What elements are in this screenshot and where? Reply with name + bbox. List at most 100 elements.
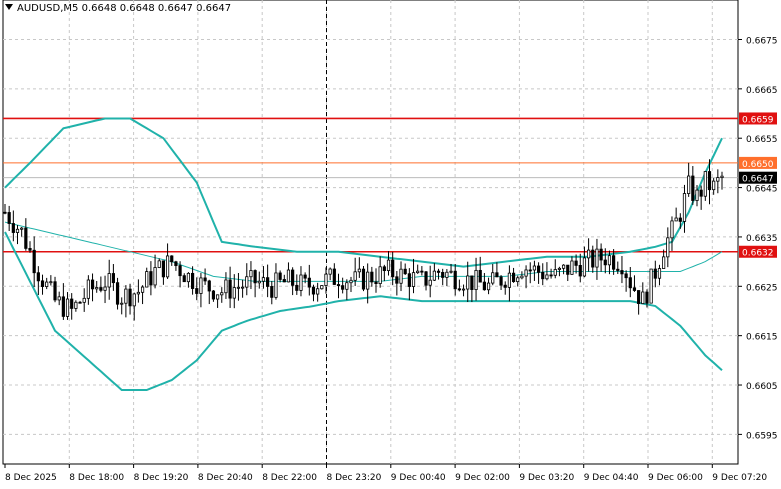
candle-body — [316, 288, 320, 295]
ohlc-label: 0.6648 0.6648 0.6647 0.6647 — [81, 3, 232, 14]
candle-body — [236, 286, 241, 289]
candle-body — [253, 270, 257, 284]
candle-body — [703, 171, 707, 197]
price-axis: 0.6675 0.6665 0.6655 0.6645 0.6635 0.6625 0.66… — [738, 36, 778, 441]
candle-body — [286, 269, 291, 283]
candle-body — [332, 268, 336, 285]
candle-body — [295, 284, 299, 291]
candle-body — [603, 259, 607, 266]
candle-body — [11, 223, 15, 233]
x-tick-label: 8 Dec 19:20 — [134, 473, 189, 483]
candle-body — [124, 288, 128, 304]
x-tick-label: 8 Dec 20:40 — [198, 473, 253, 483]
candle-body — [632, 287, 637, 291]
triangle-down-icon[interactable] — [5, 4, 13, 10]
candle-body — [291, 269, 295, 286]
candle-body — [215, 294, 220, 300]
candle-body — [453, 270, 457, 290]
candle-body — [353, 271, 357, 281]
candle-body — [274, 272, 278, 298]
y-tick-label: 0.6665 — [746, 86, 778, 96]
candle-body — [566, 264, 570, 275]
chart-title: AUDUSD,M5 0.6648 0.6648 0.6647 0.6647 — [5, 3, 231, 14]
candle-body — [670, 220, 674, 239]
candle-body — [45, 281, 49, 287]
x-tick-label: 9 Dec 00:40 — [391, 473, 446, 483]
candle-body — [341, 285, 345, 290]
candle-body — [65, 298, 70, 317]
candle-body — [549, 274, 553, 277]
candle-body — [299, 274, 303, 291]
candle-body — [678, 217, 682, 222]
y-tick-label: 0.6625 — [746, 283, 778, 293]
candle-body — [612, 255, 616, 270]
candle-body — [691, 175, 695, 201]
candle-body — [628, 277, 632, 289]
candle-body — [707, 171, 712, 191]
candle-body — [486, 282, 491, 291]
candle-body — [403, 268, 407, 275]
candle-body — [582, 257, 587, 277]
candle-body — [24, 227, 28, 249]
candle-body — [637, 290, 641, 304]
candle-body — [136, 291, 140, 295]
candle-body — [445, 271, 449, 278]
candle-body — [378, 266, 382, 285]
candle-body — [595, 248, 599, 268]
candle-body — [245, 276, 249, 288]
candle-body — [211, 290, 216, 300]
candle-body — [32, 249, 36, 274]
candle-body — [532, 265, 537, 271]
candle-body — [524, 269, 528, 277]
candle-body — [270, 286, 274, 298]
candle-body — [428, 279, 432, 286]
candle-body — [349, 279, 353, 284]
candle-body — [324, 273, 328, 286]
candle-body — [716, 177, 720, 182]
candle-body — [416, 270, 420, 274]
bollinger-bands — [4, 117, 723, 391]
candle-body — [53, 281, 57, 301]
candle-body — [441, 272, 445, 278]
candle-body — [432, 270, 436, 281]
candle-body — [407, 273, 411, 287]
candle-body — [241, 286, 245, 289]
y-tick-label: 0.6675 — [746, 36, 778, 46]
current-price-label: 0.6647 — [742, 175, 774, 185]
level-label-bg — [739, 156, 777, 169]
level-label-bg — [739, 112, 777, 125]
candle-body — [649, 268, 653, 304]
candle-body — [587, 249, 591, 259]
candle-body — [561, 264, 566, 269]
level-label-bg — [739, 245, 777, 258]
candle-body — [157, 260, 161, 268]
candle-body — [149, 271, 153, 286]
candle-body — [15, 228, 20, 233]
candle-body — [82, 297, 86, 303]
x-tick-label: 8 Dec 22:00 — [262, 473, 317, 483]
candle-body — [232, 287, 236, 299]
candle-body — [224, 279, 228, 294]
candle-body — [624, 273, 628, 279]
candle-body — [395, 276, 399, 284]
candle-body — [74, 301, 78, 309]
candle-body — [457, 288, 461, 291]
y-tick-label: 0.6615 — [746, 333, 778, 343]
candle-body — [78, 301, 82, 304]
candle-body — [261, 277, 266, 282]
y-tick-label: 0.6635 — [746, 234, 778, 244]
candle-body — [307, 277, 311, 288]
candle-body — [36, 272, 40, 282]
candle-body — [511, 272, 516, 283]
x-tick-label: 9 Dec 04:40 — [584, 473, 639, 483]
candle-body — [182, 275, 186, 283]
candle-body — [599, 248, 603, 261]
candle-body — [662, 256, 666, 269]
candle-body — [40, 280, 45, 287]
y-tick-label: 0.6595 — [746, 431, 778, 441]
candle-body — [491, 272, 495, 284]
candle-body — [461, 288, 466, 291]
candle-body — [328, 268, 332, 275]
candle-body — [695, 189, 699, 201]
